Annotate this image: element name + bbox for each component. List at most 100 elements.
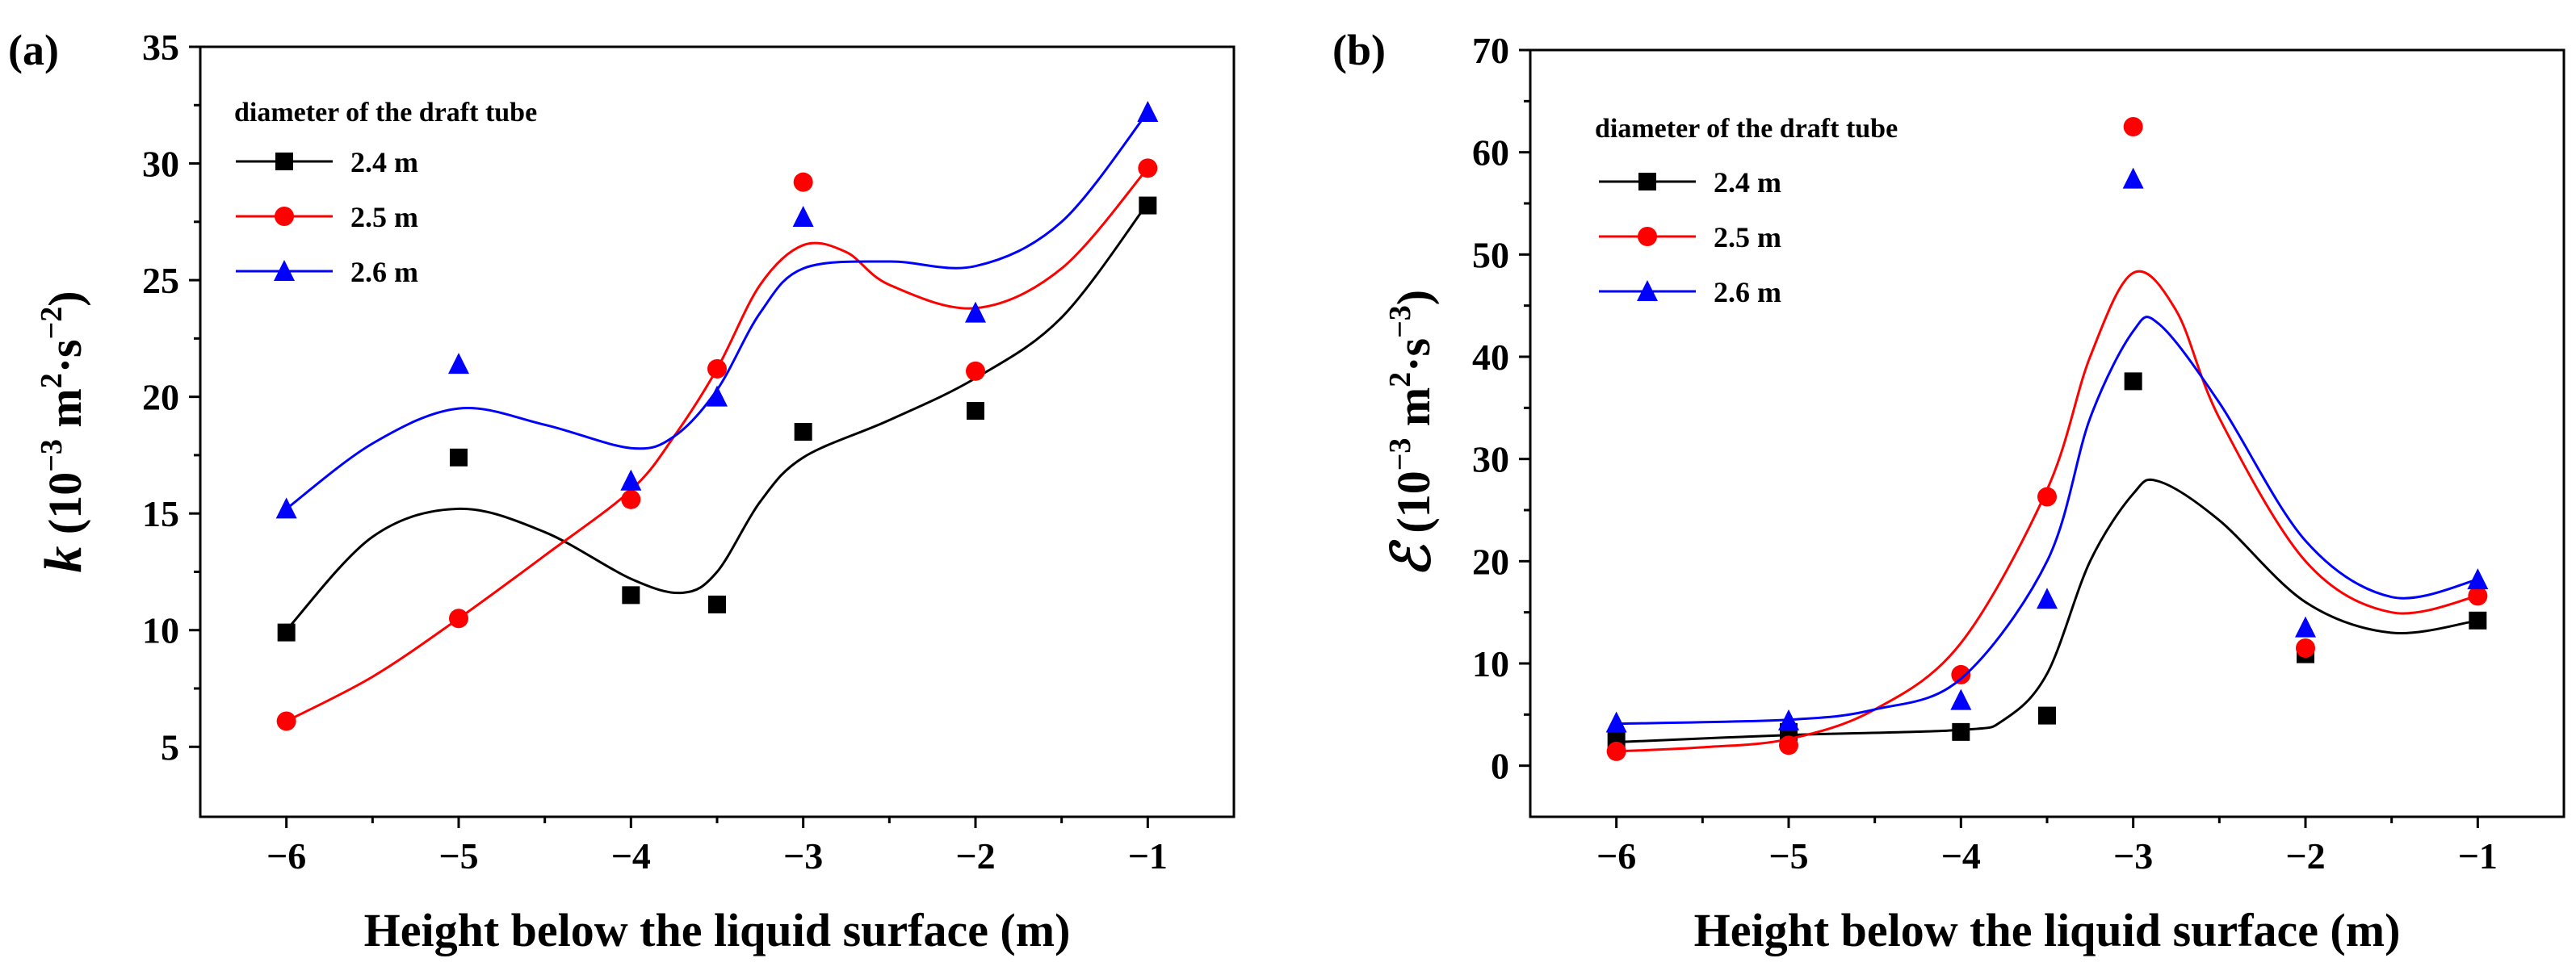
y-tick-label: 15 [142,493,179,534]
data-point [793,172,813,192]
data-point [2038,706,2056,725]
y-axis-unit-part: ·s [39,339,91,373]
data-point [794,423,812,441]
data-point [276,711,296,731]
data-point [2296,638,2315,658]
legend: diameter of the draft tube 2.4 m 2.5 m 2.6 … [1595,114,1898,308]
data-point [707,385,728,407]
legend-marker [1638,173,1656,190]
data-point [965,301,986,323]
series-2-5-m [276,158,1158,731]
y-axis-unit-part: m [39,388,91,439]
data-point [966,361,985,381]
x-tick-label: −4 [611,835,651,877]
data-point [1952,722,1970,741]
legend-marker [275,207,294,226]
y-tick-label: 0 [1491,746,1509,787]
fit-curve [1616,316,2478,726]
data-point [708,595,726,613]
fit-curve [1616,478,2478,743]
y-axis-unit-part: ) [1387,290,1440,305]
legend-marker [1638,227,1657,246]
y-axis-unit-part: m [1387,387,1440,438]
data-point [620,469,642,491]
data-point [1605,711,1627,733]
data-point [2124,372,2142,391]
fit-curve [285,202,1149,631]
y-axis-unit-part: ) [39,291,91,306]
fit-curve [285,111,1149,510]
y-tick-label: 50 [1472,234,1509,275]
legend-label: 2.4 m [350,146,418,178]
data-point [1951,664,1971,684]
data-point [448,353,469,375]
y-tick-label: 5 [161,726,179,768]
y-axis-unit-part: (10 [39,472,91,546]
series-2-4-m [277,196,1157,642]
series-2-6-m [275,100,1159,519]
legend-label: 2.4 m [1714,166,1781,199]
y-axis-symbol: ℰ [1382,539,1441,577]
x-axis-title: Height below the liquid surface (m) [364,904,1071,956]
y-axis-unit-part: 2 [35,373,69,388]
x-tick-label: −1 [1128,835,1168,877]
y-tick-label: 20 [1472,541,1509,582]
data-point [2037,588,2058,609]
data-point [1950,688,1972,710]
x-tick-label: −6 [266,835,306,877]
data-point [1778,709,1799,730]
y-axis-unit-part: (10 [1387,471,1440,545]
legend-marker [274,260,295,281]
y-tick-label: 30 [142,144,179,185]
legend-title: diameter of the draft tube [1595,114,1898,144]
data-point [449,609,468,629]
y-axis-unit-part: 2 [1383,372,1417,387]
y-tick-label: 35 [142,27,179,68]
data-point [2468,586,2488,606]
panel-tag: (b) [1332,26,1386,74]
legend-label: 2.6 m [1714,276,1781,308]
data-point [707,358,727,379]
data-point [2122,167,2144,189]
x-tick-label: −1 [2458,835,2498,877]
y-axis-unit-part: −3 [35,439,69,472]
x-tick-label: −2 [955,835,995,877]
series-2-5-m [1606,117,2488,761]
data-point [275,497,297,519]
y-axis-unit-part: −3 [1383,438,1417,471]
legend-label: 2.6 m [350,256,418,288]
panel-tag: (a) [8,26,59,74]
x-axis-title: Height below the liquid surface (m) [1694,904,2401,956]
data-point [1779,735,1798,755]
y-tick-label: 10 [1472,643,1509,684]
x-tick-label: −5 [1768,835,1808,877]
y-tick-label: 20 [142,377,179,418]
data-point [2123,117,2143,136]
data-point [622,586,640,605]
data-point [1606,741,1626,761]
x-tick-label: −5 [438,835,478,877]
legend-marker [1637,280,1658,301]
plot-frame [1529,48,2566,818]
data-point [2037,487,2057,507]
x-tick-label: −6 [1596,835,1636,877]
data-point [277,623,296,642]
y-axis-unit-part: −2 [35,307,69,340]
data-point [792,206,814,228]
chart-panel-a: −6 −5 −4 −3 −2 −1 5 10 15 20 25 30 35 Height below th… [8,26,1236,956]
legend-label: 2.5 m [350,201,418,233]
y-axis-title: k (10−3 m2·s−2) [34,291,93,572]
data-point [2295,616,2316,638]
x-tick-label: −3 [2113,835,2153,877]
data-point [621,489,641,509]
y-axis-symbol: k [34,546,93,573]
data-point [1139,196,1157,215]
y-tick-label: 40 [1472,337,1509,378]
legend: diameter of the draft tube 2.4 m 2.5 m 2.6 … [234,98,537,288]
y-tick-label: 10 [142,610,179,651]
x-tick-label: −2 [2285,835,2325,877]
y-axis-unit-part: −3 [1383,305,1417,338]
legend-label: 2.5 m [1714,221,1781,253]
data-point [1137,100,1159,122]
